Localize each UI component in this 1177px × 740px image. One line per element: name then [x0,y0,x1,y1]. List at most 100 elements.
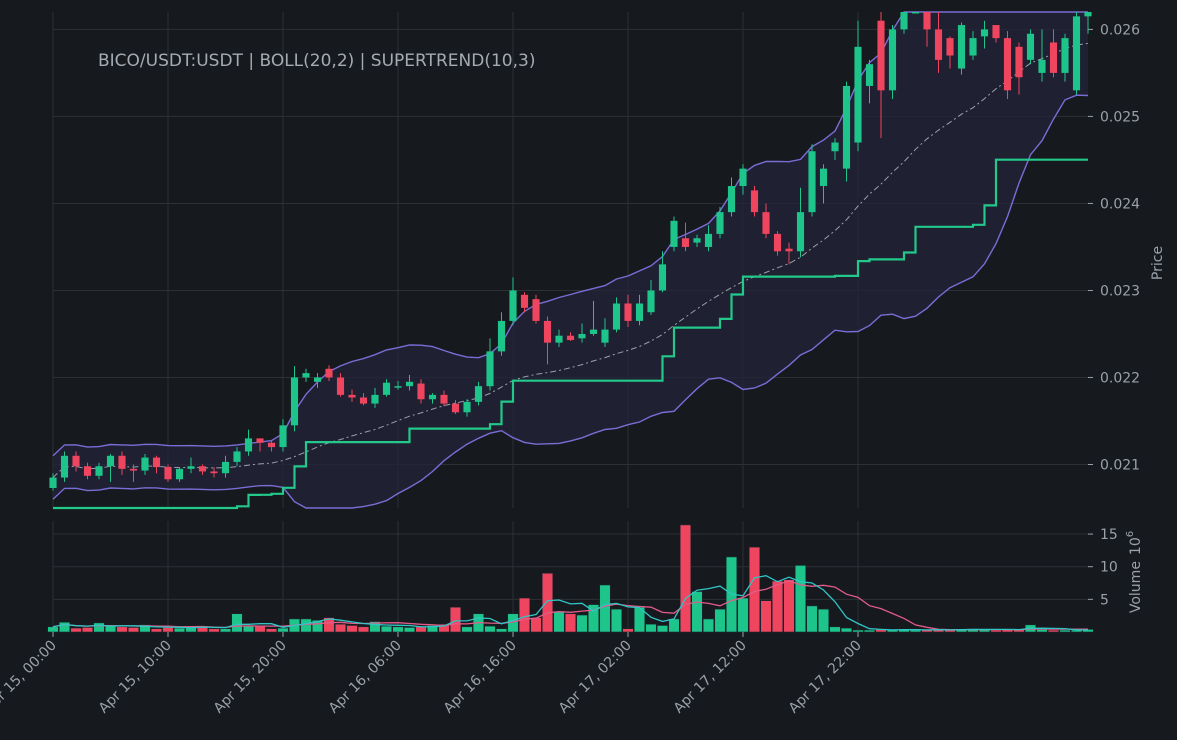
volume-bar-down [771,580,784,633]
candle-body-up [716,212,724,234]
volume-bar-down [116,626,128,633]
candle-body-down [762,212,770,234]
volume-axis-label: Volume 106 [1125,531,1144,613]
price-axis-label: Price [1150,246,1166,280]
volume-bar-up [1059,629,1071,633]
candle-body-up [635,303,644,321]
candle-body-down [267,442,276,448]
volume-bar-up [794,565,807,633]
volume-bar-up [311,619,324,633]
volume-bar-up [645,623,657,633]
candle-body-up [704,233,713,247]
volume-bar-up [392,626,404,633]
volume-bar-down [518,597,531,633]
volume-bar-up [553,610,565,633]
candle-body-up [647,290,655,313]
volume-bar-up [737,597,749,633]
volume-axis-exponent-base: 10 [1128,537,1144,555]
volume-bar-up [840,627,853,633]
candle-body-up [888,29,897,91]
candle-body-up [969,38,977,56]
candle-body-up [106,455,115,467]
candle-body-down [923,12,931,30]
candle-body-up [221,461,230,474]
candle-body-up [980,29,989,37]
candle-body-up [371,394,379,404]
volume-bar-up [277,627,289,633]
volume-tick-label: 10 [1100,560,1118,576]
volume-tick-label: 5 [1100,592,1109,608]
volume-bar-up [817,608,830,633]
volume-axis-label-text: Volume [1128,561,1144,613]
volume-bar-down [162,627,174,633]
candle-body-up [509,290,517,321]
volume-bar-up [242,625,255,633]
candle-body-down [129,468,138,471]
candle-body-up [739,168,747,187]
volume-bar-up [369,621,381,633]
candle-body-up [1061,38,1069,73]
candle-body-up [957,25,966,69]
volume-bar-down [323,617,335,633]
candle-body-up [819,168,828,187]
price-tick-label: 0.021 [1100,457,1140,473]
bollinger-lower-line [52,94,1089,509]
volume-bar-down [679,524,692,633]
volume-bar-down [541,572,554,633]
candle-body-up [1038,59,1046,73]
volume-bar-down [265,628,278,633]
candle-body-down [256,438,264,443]
volume-bar-up [576,614,588,633]
candle-body-down [336,377,345,395]
candle-body-down [440,394,448,404]
candle-body-down [118,455,126,469]
volume-bar-up [403,627,416,633]
candle-body-down [451,403,460,413]
candle-body-up [658,264,667,291]
candle-body-up [486,351,494,387]
volume-bar-up [829,626,841,633]
candle-body-down [198,466,207,472]
price-tick-label: 0.026 [1100,22,1140,38]
candle-body-down [152,457,161,468]
candle-body-down [72,455,80,467]
candle-body-up [497,320,506,352]
candle-body-down [624,303,632,321]
candle-body-up [394,386,402,388]
candle-body-down [785,248,793,252]
volume-bar-up [104,625,117,633]
candle-body-up [796,212,805,252]
candle-body-down [877,20,885,91]
volume-bar-down [150,628,163,633]
volume-bar-up [656,625,669,633]
volume-bar-down [334,623,347,633]
volume-bar-down [783,579,795,633]
price-tick-label: 0.025 [1100,109,1140,125]
volume-bar-up [967,628,979,633]
volume-bar-up [58,621,71,633]
volume-bar-down [438,623,450,633]
volume-bar-up [852,629,864,633]
volume-moving-averages [52,575,1089,631]
candlesticks [49,12,1092,491]
price-tick-label: 0.022 [1100,370,1140,386]
supertrend-up-line [53,158,1088,510]
volume-bar-down [346,625,358,633]
volume-bar-up [702,618,715,633]
price-tick-label: 0.023 [1100,283,1140,299]
candle-body-down [359,397,368,404]
volume-axis-exponent: 6 [1125,531,1136,537]
volume-bar-up [461,626,473,633]
candle-body-down [83,466,92,476]
candle-body-up [601,329,609,343]
volume-bar-up [300,618,312,633]
candle-body-up [1084,12,1092,17]
candle-body-up [233,451,241,462]
candle-body-down [325,368,333,378]
candle-body-up [1072,16,1081,91]
candle-body-up [911,12,920,14]
candle-body-up [175,468,184,480]
volume-bar-up [495,628,508,633]
volume-bar-down [70,627,82,633]
